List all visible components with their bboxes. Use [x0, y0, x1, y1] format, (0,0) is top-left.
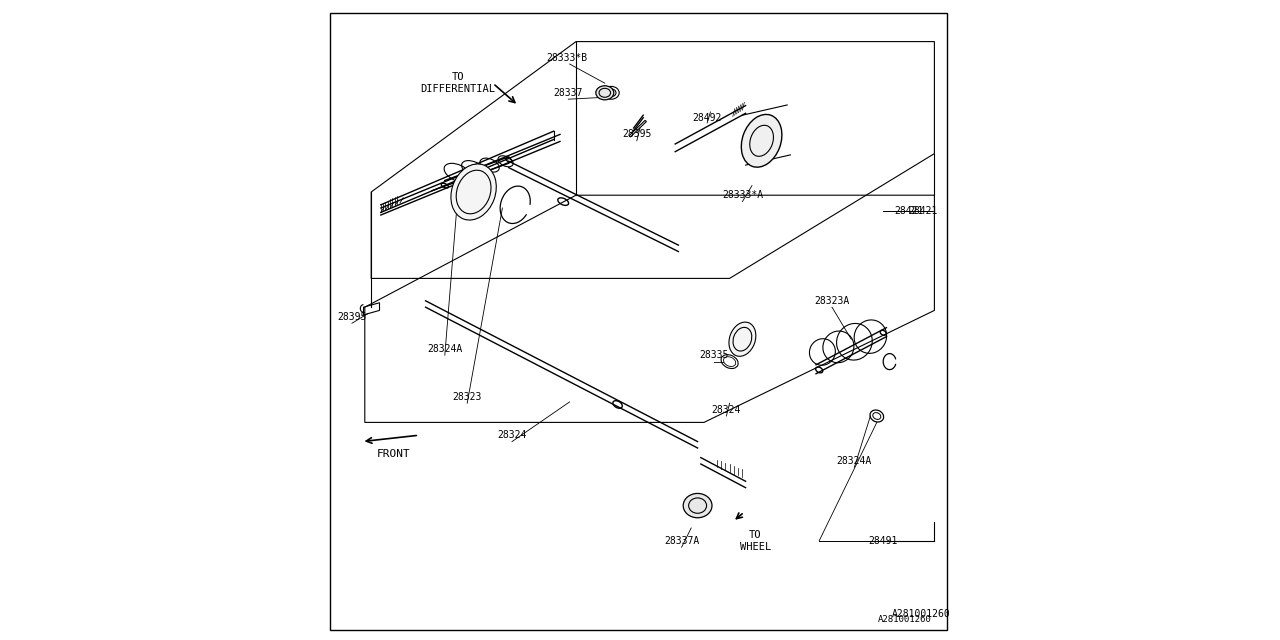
Text: 28324A: 28324A [837, 456, 872, 466]
Ellipse shape [728, 322, 756, 356]
Text: 28324A: 28324A [428, 344, 462, 354]
Text: TO
WHEEL: TO WHEEL [740, 530, 771, 552]
Text: 28395: 28395 [622, 129, 652, 140]
Text: 28323A: 28323A [814, 296, 850, 306]
Text: 28333*A: 28333*A [722, 190, 763, 200]
Ellipse shape [684, 493, 712, 518]
Text: 28421: 28421 [895, 206, 923, 216]
Text: 28492: 28492 [692, 113, 722, 124]
Text: 28337: 28337 [554, 88, 582, 98]
Text: 28323: 28323 [453, 392, 481, 402]
Text: 28333*B: 28333*B [545, 52, 588, 63]
Text: 28337A: 28337A [664, 536, 699, 546]
Ellipse shape [595, 86, 614, 100]
Ellipse shape [451, 164, 497, 220]
Text: 28421: 28421 [909, 206, 938, 216]
Text: 28324: 28324 [498, 430, 526, 440]
Text: 28395: 28395 [338, 312, 366, 322]
Text: 28335: 28335 [699, 350, 728, 360]
Text: A281001260: A281001260 [892, 609, 951, 620]
Ellipse shape [741, 115, 782, 167]
Text: 28324: 28324 [712, 404, 741, 415]
Text: A281001260: A281001260 [878, 615, 932, 624]
Text: 28491: 28491 [869, 536, 897, 546]
Text: FRONT: FRONT [376, 449, 411, 460]
Text: TO
DIFFERENTIAL: TO DIFFERENTIAL [420, 72, 495, 94]
